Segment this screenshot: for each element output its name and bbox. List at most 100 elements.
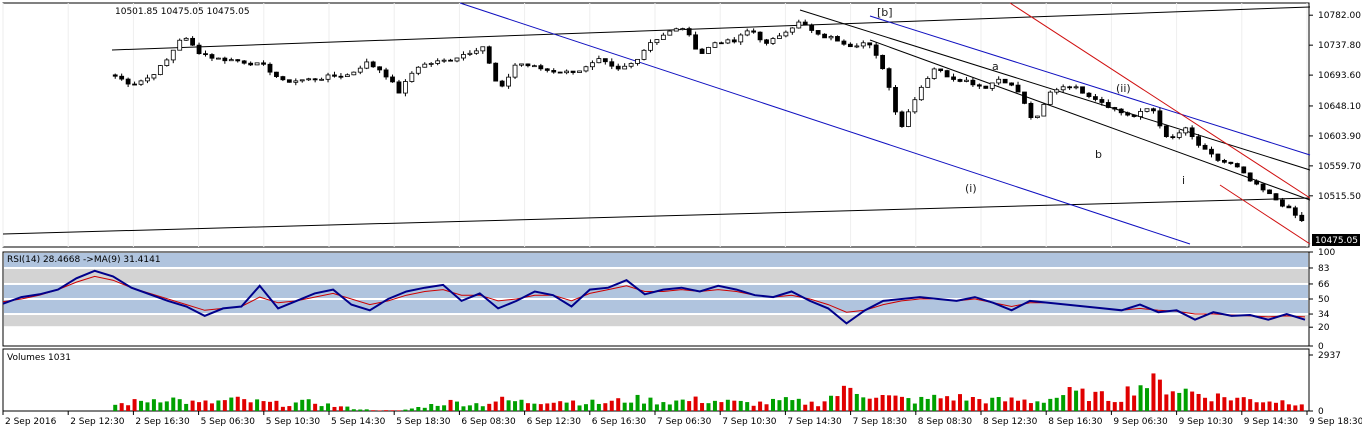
candle-body [557,71,563,74]
candle-body [1234,163,1240,168]
candle-body [396,81,402,94]
candle-body [319,78,324,81]
candle-body [454,57,460,62]
rsi-bands [4,253,1308,327]
candle-body [151,74,157,79]
candle-body [686,28,692,36]
candle-body [802,21,808,26]
candle-body [648,42,653,51]
candle-body [996,78,1002,84]
candle-body [145,77,150,82]
candle-body [828,36,834,39]
candle-body [628,63,634,67]
candle-body [1028,103,1034,118]
rsi-tick-label: 0 [1318,342,1324,352]
candlesticks [112,19,1305,222]
candle-body [125,78,131,85]
rsi-title: RSI(14) 28.4668 ->MA(9) 31.4141 [7,255,161,265]
candle-body [312,78,318,81]
rsi-tick-label: 100 [1318,248,1335,258]
candle-body [435,60,441,64]
candle-body [344,74,350,78]
price-tick-label: 10693.60 [1318,71,1361,81]
rsi-tick-label: 83 [1318,264,1329,274]
wave-label-i: i [1182,174,1185,187]
candle-body [712,42,718,48]
candle-body [177,39,183,51]
candle-body [228,59,234,62]
time-tick-label: 8 Sep 08:30 [918,417,973,427]
time-tick-label: 9 Sep 14:30 [1244,417,1299,427]
trendlines [2,2,1311,245]
candle-body [519,63,524,66]
candle-body [551,70,557,73]
candle-body [577,70,582,73]
candle-body [622,65,628,70]
candle-body [216,57,221,60]
candle-body [777,35,782,39]
candle-body [493,62,499,82]
candle-body [1099,99,1105,103]
candle-body [899,111,905,127]
candle-body [1118,108,1124,114]
price-tick-label: 10737.80 [1318,41,1361,51]
candle-body [770,38,776,44]
candle-body [338,75,344,78]
candle-body [983,85,989,89]
price-tick-label: 10603.90 [1318,132,1361,142]
candle-body [357,67,363,73]
candle-body [1067,86,1073,89]
candle-body [1041,103,1047,117]
candle-body [918,86,924,101]
candle-body [976,84,982,87]
candle-body [1112,107,1118,110]
candle-body [1157,110,1163,127]
candle-body [718,42,724,45]
candle-body [112,74,118,77]
volume-tick-label: 0 [1318,407,1324,417]
candle-body [274,71,279,77]
candle-body [370,61,376,68]
candle-body [847,43,853,48]
candle-body [461,54,466,59]
candle-body [1241,166,1247,174]
time-tick-label: 8 Sep 16:30 [1048,417,1103,427]
candle-body [332,74,337,77]
candle-body [132,83,137,86]
candle-body [241,60,247,64]
candle-body [1267,189,1272,195]
candle-body [680,28,686,30]
time-tick-label: 9 Sep 06:30 [1113,417,1168,427]
candle-body [1189,127,1195,138]
candle-body [1254,180,1260,185]
candle-body [751,30,757,33]
candle-body [1060,86,1066,91]
candle-body [822,33,827,39]
candle-body [538,65,544,70]
candle-body [1105,102,1111,108]
candle-body [119,75,125,80]
candle-body [364,61,370,69]
candle-body [809,24,815,31]
trendline-channel-blue-upper [869,15,1311,156]
time-tick-label: 8 Sep 12:30 [983,417,1038,427]
candle-body [351,71,357,76]
time-tick-label: 6 Sep 08:30 [461,417,516,427]
volume-tick-label: 2937 [1318,351,1341,361]
time-tick-label: 6 Sep 16:30 [592,417,647,427]
trendline-upper-black [111,6,1311,51]
candle-body [583,66,589,72]
candle-body [1163,125,1169,138]
candle-body [377,66,383,71]
candle-body [641,49,647,60]
candle-body [286,79,292,83]
time-tick-label: 5 Sep 14:30 [331,417,386,427]
price-tick-label: 10648.10 [1318,102,1361,112]
trendline-red-upper [1009,2,1311,199]
candle-body [635,58,640,64]
candle-body [1009,82,1014,86]
candle-body [467,52,473,55]
candle-body [602,58,608,63]
rsi-band [4,315,1308,327]
